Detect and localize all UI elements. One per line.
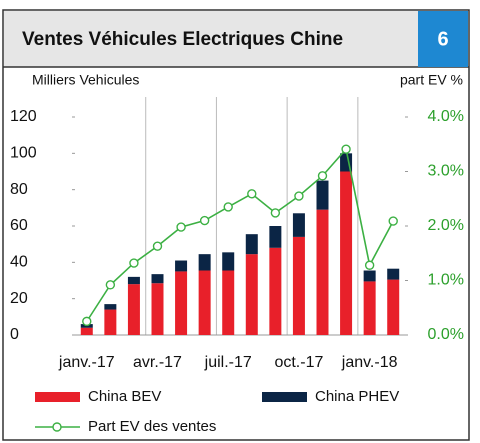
bar (363, 281, 376, 335)
bar (151, 283, 164, 335)
point (341, 144, 351, 154)
bar (104, 309, 117, 335)
point (247, 189, 257, 199)
y2-axis-label: part EV % (400, 72, 463, 88)
point (152, 241, 163, 251)
y2-tick-label: 0.0% (428, 326, 464, 343)
badge: 6 (437, 28, 448, 50)
bar (222, 252, 235, 271)
bar (80, 327, 93, 335)
y2-tick-label: 4.0% (428, 108, 464, 125)
bar (175, 260, 188, 272)
bar (104, 304, 117, 310)
bar (245, 234, 258, 255)
y-tick-label: 80 (10, 181, 28, 198)
x-tick-label: oct.-17 (274, 354, 323, 371)
bar (269, 226, 282, 248)
bar (127, 276, 140, 285)
bar (127, 284, 140, 335)
point (317, 171, 328, 181)
point (270, 208, 281, 218)
point (223, 202, 233, 212)
legend-point (52, 422, 62, 432)
header (4, 11, 418, 67)
bar (175, 271, 188, 335)
bar (387, 268, 400, 280)
y-tick-label: 40 (10, 254, 28, 271)
point (294, 191, 304, 201)
x-tick-label: janv.-18 (341, 354, 398, 371)
bar (198, 254, 211, 271)
bar (151, 274, 164, 284)
badge-box (418, 11, 468, 67)
y-axis-label: Milliers Vehicules (32, 72, 139, 88)
bar (292, 213, 305, 237)
point (364, 260, 375, 270)
legend-label: China PHEV (315, 388, 399, 405)
bar (387, 279, 400, 335)
bar (245, 254, 258, 335)
y-tick-label: 60 (10, 217, 28, 234)
bar (316, 180, 329, 210)
bar (269, 247, 282, 335)
bar (198, 270, 211, 335)
point (199, 215, 210, 226)
y2-tick-label: 3.0% (428, 163, 464, 180)
bar (222, 270, 235, 335)
y-tick-label: 0 (10, 326, 19, 343)
point (82, 316, 92, 327)
point (176, 222, 186, 232)
bar (292, 236, 305, 335)
x-tick-label: avr.-17 (133, 354, 182, 371)
legend-swatch (262, 392, 307, 402)
legend-label: China BEV (88, 388, 161, 405)
bar (316, 209, 329, 335)
point (105, 280, 116, 290)
y2-tick-label: 2.0% (428, 217, 464, 234)
legend-label: Part EV des ventes (88, 418, 216, 435)
y-tick-label: 120 (10, 108, 37, 125)
y2-tick-label: 1.0% (428, 272, 464, 289)
bar (363, 270, 376, 282)
x-tick-label: juil.-17 (204, 354, 252, 371)
y-tick-label: 100 (10, 145, 37, 162)
line (86, 147, 394, 322)
x-tick-label: janv.-17 (58, 354, 115, 371)
bar (340, 171, 353, 335)
chart-title: Ventes Véhicules Electriques Chine (22, 29, 343, 50)
point (388, 216, 398, 226)
point (129, 258, 139, 268)
legend-swatch (35, 392, 80, 402)
y-tick-label: 20 (10, 290, 28, 307)
